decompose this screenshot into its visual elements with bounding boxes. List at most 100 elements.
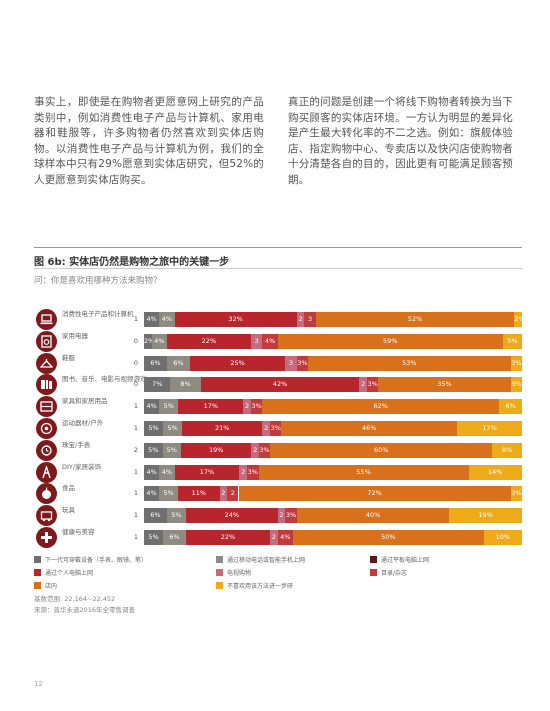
health-icon	[36, 527, 57, 548]
legend-label: 目录/杂志	[381, 570, 408, 577]
category-label: DIY/家居装饰	[62, 462, 102, 471]
legend-item: 目录/杂志	[370, 568, 407, 577]
stacked-bar: 4% 4% 17% 2 3% 55% 14%	[144, 464, 522, 480]
bar-segment: 35%	[378, 377, 511, 393]
legend-label: 店内	[45, 583, 58, 590]
bar-segment: 42%	[200, 377, 360, 393]
furniture-icon	[36, 396, 57, 418]
bar-segment: 5%	[162, 442, 182, 458]
bar-segment: 3	[304, 312, 316, 327]
toy-icon	[36, 505, 57, 527]
bar-segment: 8%	[492, 442, 522, 458]
stacked-bar: 6% 5% 24% 2 3% 40% 19%	[144, 508, 522, 524]
legend-swatch	[34, 556, 41, 563]
first-series-value: 1	[133, 402, 138, 411]
bar-segment: 2	[277, 508, 286, 524]
chart-row: 玩具 1 6% 5% 24% 2 3% 40% 19%	[34, 505, 522, 527]
category-label: 玩具	[62, 506, 75, 515]
bar-segment: 2	[251, 442, 259, 458]
bar-segment: 10%	[483, 530, 522, 545]
bar-segment: 4%	[144, 486, 160, 502]
bar-segment: 3%	[510, 486, 522, 502]
chart-row: 健康与美容 1 5% 6% 22% 2 4% 50% 10%	[34, 527, 522, 548]
legend-label: 通过移动电话或智能手机上网	[227, 557, 306, 564]
source-note: 来源：普华永道2016年全零售调查	[34, 606, 136, 614]
chart-row: 鞋服 0 6% 6% 25% 3 3% 53% 3%	[34, 352, 522, 374]
first-series-value: 1	[133, 489, 138, 498]
legend-label: 通过平板电脑上网	[381, 557, 430, 564]
bar-segment: 2%	[514, 312, 522, 327]
bar-segment: 5%	[163, 421, 183, 436]
bar-segment: 3%	[510, 377, 522, 393]
bar-segment: 17%	[174, 464, 240, 480]
bar-segment: 6%	[144, 508, 167, 524]
legend-label: 电视购物	[227, 570, 252, 577]
bar-segment: 24%	[186, 508, 278, 524]
bar-segment: 62%	[262, 399, 500, 415]
bar-segment: 5%	[159, 486, 178, 502]
legend-item: 下一代可穿戴设备（手表、眼镜、笔）	[34, 555, 147, 564]
bar-segment: 72%	[238, 486, 511, 502]
bar-segment: 4%	[159, 464, 175, 480]
bar-segment: 7%	[144, 377, 171, 393]
category-label: 食品	[62, 484, 75, 493]
category-label: 家用电器	[62, 331, 88, 340]
category-label: 运动器材/户外	[62, 419, 104, 427]
bar-segment: 46%	[281, 421, 458, 436]
figure-question: 问：你是喜欢用哪种方法来购物？	[34, 276, 162, 286]
food-icon	[36, 483, 57, 505]
figure-title-rule	[34, 268, 522, 269]
bar-segment: 3%	[270, 421, 282, 436]
bar-segment: 4%	[277, 530, 293, 545]
legend-label: 不喜欢用该方法进一步研	[227, 583, 294, 590]
legend-label: 下一代可穿戴设备（手表、眼镜、笔）	[45, 557, 148, 564]
chart-row: 食品 1 4% 5% 11% 2 2 72% 3%	[34, 483, 522, 505]
bar-segment: 3%	[367, 377, 379, 393]
sports-icon	[36, 418, 57, 439]
bar-segment: 25%	[189, 355, 286, 371]
legend-item: 不喜欢用该方法进一步研	[216, 581, 293, 590]
bar-segment: 4%	[144, 399, 160, 415]
appliance-icon	[36, 330, 57, 352]
figure-top-rule	[34, 247, 522, 248]
bar-segment: 3%	[250, 399, 263, 415]
category-label: 家具和家居用品	[62, 397, 108, 406]
legend-swatch	[34, 569, 41, 576]
first-series-value: 1	[133, 315, 138, 323]
bar-segment: 59%	[277, 333, 503, 349]
bar-segment: 2	[227, 486, 239, 502]
bar-segment: 5%	[159, 399, 179, 415]
stacked-bar: 6% 6% 25% 3 3% 53% 3%	[144, 355, 522, 371]
first-series-value: 1	[133, 424, 138, 432]
category-label: 健康与美容	[62, 528, 95, 536]
bar-segment: 5%	[144, 442, 163, 458]
bar-segment: 53%	[308, 355, 511, 371]
legend-item: 电视购物	[216, 568, 251, 577]
computer-icon	[36, 309, 57, 330]
stacked-bar: 4% 5% 11% 2 2 72% 3%	[144, 486, 522, 502]
bar-segment: 3%	[285, 508, 297, 524]
chart-row: 运动器材/户外 1 5% 5% 21% 2 3% 46% 17%	[34, 418, 522, 439]
bar-segment: 17%	[457, 421, 522, 436]
bar-segment: 6%	[163, 530, 186, 545]
chart-row: 珠宝/手表 2 5% 5% 19% 2 3% 60% 8%	[34, 439, 522, 461]
bar-segment: 5%	[502, 333, 522, 349]
legend-swatch	[216, 556, 223, 563]
bar-segment: 3	[250, 333, 263, 349]
legend-label: 通过个人电脑上网	[45, 570, 94, 577]
bar-segment: 3%	[247, 464, 259, 480]
bar-segment: 6%	[499, 399, 522, 415]
base-note: 基数范围: 22,164~22,452	[34, 595, 116, 603]
figure-title: 图 6b: 实体店仍然是购物之旅中的关键一步	[34, 257, 230, 268]
stacked-bar: 7% 8% 42% 2 3% 35% 3%	[144, 377, 522, 393]
bar-segment: 4%	[144, 464, 160, 480]
bar-segment: 2	[359, 377, 367, 393]
bar-segment: 4%	[262, 333, 278, 349]
body-text-column-2: 真正的问题是创建一个将线下购物者转换为当下购买顾客的实体店环境。一方认为明显的差…	[288, 96, 513, 186]
chart-row: 图书、音乐、电影与视频游戏 0 7% 8% 42% 2 3% 35% 3%	[34, 374, 522, 396]
legend-item: 通过平板电脑上网	[370, 555, 429, 564]
watch-icon	[36, 439, 57, 461]
bar-segment: 11%	[178, 486, 220, 502]
